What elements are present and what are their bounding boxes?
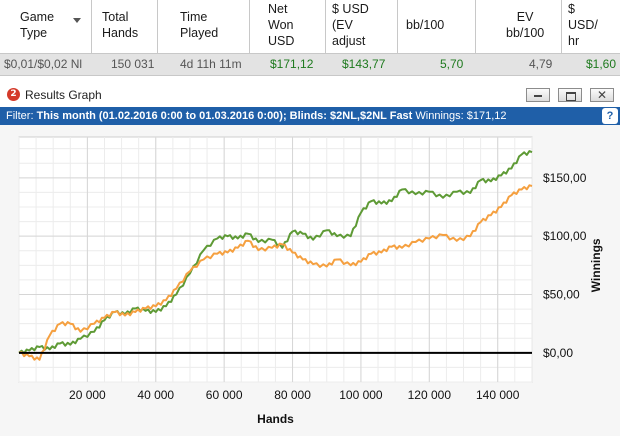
x-tick-label: 40 000 — [137, 388, 174, 402]
column-header-bb100[interactable]: bb/100 — [398, 0, 476, 53]
filter-value: This month (01.02.2016 0:00 to 01.03.201… — [36, 110, 413, 122]
restore-button[interactable] — [558, 88, 582, 102]
cell-bb100: 5,70 — [440, 57, 464, 71]
x-axis-label: Hands — [257, 412, 294, 426]
winnings-label: Winnings: — [415, 110, 464, 122]
column-header-net-won[interactable]: Net Won USD — [250, 0, 326, 53]
restore-icon — [566, 92, 576, 101]
cell-ev-adjusted: $143,77 — [342, 57, 386, 71]
x-tick-label: 20 000 — [69, 388, 106, 402]
y-tick-label: $150,00 — [543, 171, 587, 185]
table-header-row: Game Type Total Hands Time Played Net Wo… — [0, 0, 620, 54]
column-header-ev-adjusted[interactable]: $ USD (EV adjust — [326, 0, 398, 53]
sort-desc-icon[interactable] — [73, 18, 81, 23]
filter-bar: Filter: This month (01.02.2016 0:00 to 0… — [0, 107, 620, 125]
x-tick-label: 60 000 — [206, 388, 243, 402]
column-header-time-played[interactable]: Time Played — [158, 0, 250, 53]
y-tick-label: $0,00 — [543, 346, 573, 360]
table-row[interactable]: $0,01/$0,02 Nl 150 031 4d 11h 11m $171,1… — [0, 54, 620, 76]
column-header-ev-bb100[interactable]: EV bb/100 — [476, 0, 562, 53]
x-tick-label: 100 000 — [339, 388, 383, 402]
x-tick-label: 80 000 — [274, 388, 311, 402]
cell-game-type: $0,01/$0,02 Nl — [4, 57, 83, 71]
close-icon: ✕ — [597, 88, 608, 102]
winnings-value: $171,12 — [466, 110, 507, 122]
cell-usd-hr: $1,60 — [586, 57, 617, 71]
column-header-usd-hr[interactable]: $ USD/ hr — [568, 2, 598, 48]
series-line-ev_adjusted — [18, 184, 533, 361]
cell-time-played: 4d 11h 11m — [180, 57, 242, 71]
minimize-icon — [534, 95, 542, 97]
stats-table: Game Type Total Hands Time Played Net Wo… — [0, 0, 620, 80]
cell-total-hands: 150 031 — [111, 57, 155, 71]
column-header-game-type[interactable]: Game Type — [0, 0, 92, 53]
y-axis-label: Winnings — [589, 238, 603, 292]
series-line-net_won — [18, 150, 533, 355]
column-header-total-hands[interactable]: Total Hands — [92, 0, 158, 53]
cell-ev-bb100: 4,79 — [529, 57, 553, 71]
close-button[interactable]: ✕ — [590, 88, 614, 102]
y-tick-label: $50,00 — [543, 288, 580, 302]
minimize-button[interactable] — [526, 88, 550, 102]
help-icon[interactable]: ? — [602, 108, 618, 124]
results-graph-title: Results Graph — [25, 88, 102, 102]
x-tick-label: 120 000 — [408, 388, 452, 402]
results-graph-titlebar — [0, 85, 620, 107]
graph-area: $0,00 $50,00 $100,00 $150,00 20 000 40 000 60 … — [0, 125, 620, 436]
x-tick-label: 140 000 — [476, 388, 520, 402]
filter-label: Filter: — [6, 110, 34, 122]
results-chart: $0,00 $50,00 $100,00 $150,00 20 000 40 000 60 … — [18, 136, 603, 426]
y-tick-label: $100,00 — [543, 229, 587, 243]
app-logo-icon: 2 — [7, 88, 20, 101]
cell-net-won: $171,12 — [270, 57, 314, 71]
